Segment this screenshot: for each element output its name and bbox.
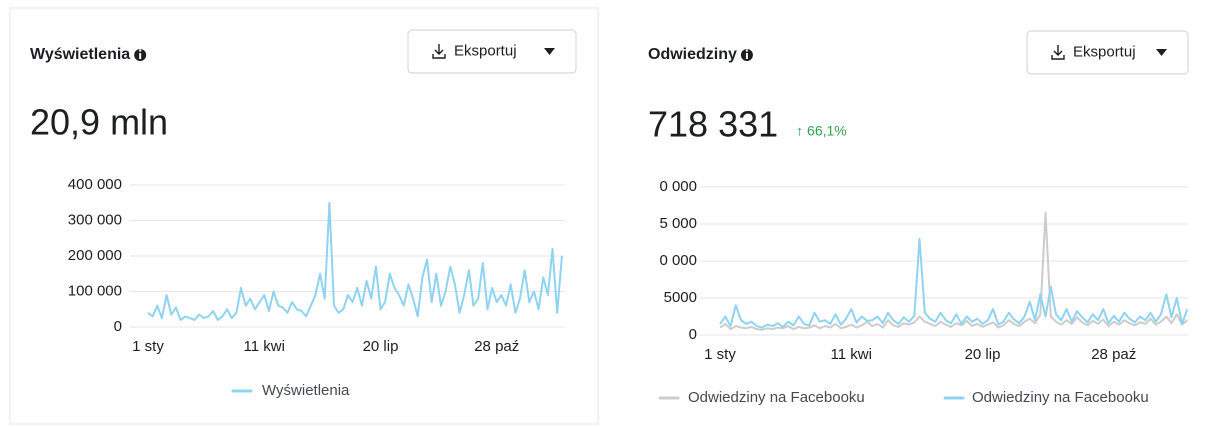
y-tick-label: 100 000 (68, 282, 122, 299)
legend-label: Wyświetlenia (262, 382, 350, 399)
card-title: Wyświetlenia (30, 46, 130, 63)
series-line (719, 237, 1189, 329)
series-line (719, 211, 1188, 331)
info-icon-glyph (138, 49, 142, 52)
card-title: Odwiedziny (648, 46, 737, 63)
y-tick-label: 0 000 (659, 252, 697, 269)
legend-label: Odwiedziny na Facebooku (972, 389, 1149, 406)
export-button[interactable] (1026, 30, 1189, 75)
summary-change: ↑ 66,1% (796, 123, 847, 139)
y-tick-label: 0 (114, 318, 122, 335)
x-tick-label: 28 paź (474, 338, 519, 355)
y-tick-label: 5000 (664, 289, 697, 306)
x-tick-label: 28 paź (1091, 346, 1136, 363)
info-icon-glyph (745, 53, 748, 59)
y-tick-label: 400 000 (68, 176, 122, 193)
y-tick-label: 200 000 (68, 247, 122, 264)
summary-value: 20,9 mln (30, 102, 168, 143)
x-tick-label: 1 sty (132, 338, 164, 355)
download-icon (432, 44, 446, 59)
card (9, 7, 599, 425)
info-icon-glyph (745, 49, 749, 52)
x-tick-label: 11 kwi (831, 346, 872, 363)
summary-value: 718 331 (648, 104, 778, 145)
download-icon (1051, 45, 1065, 60)
y-tick-label: 5 000 (659, 215, 697, 232)
export-button[interactable] (407, 29, 577, 74)
y-tick-label: 0 (689, 326, 697, 343)
x-tick-label: 20 lip (363, 338, 399, 355)
export-button-label[interactable]: Eksportuj (454, 42, 517, 59)
legend-label: Odwiedziny na Facebooku (688, 389, 865, 406)
dropdown-caret (1156, 49, 1167, 56)
x-tick-label: 20 lip (965, 346, 1001, 363)
series-line (147, 201, 563, 321)
dropdown-caret (544, 48, 555, 55)
export-button-label[interactable]: Eksportuj (1073, 43, 1136, 60)
x-tick-label: 1 sty (704, 346, 736, 363)
y-tick-label: 0 000 (659, 178, 697, 195)
x-tick-label: 11 kwi (244, 338, 285, 355)
info-icon-glyph (139, 53, 142, 59)
y-tick-label: 300 000 (68, 211, 122, 228)
card (617, 7, 1203, 425)
